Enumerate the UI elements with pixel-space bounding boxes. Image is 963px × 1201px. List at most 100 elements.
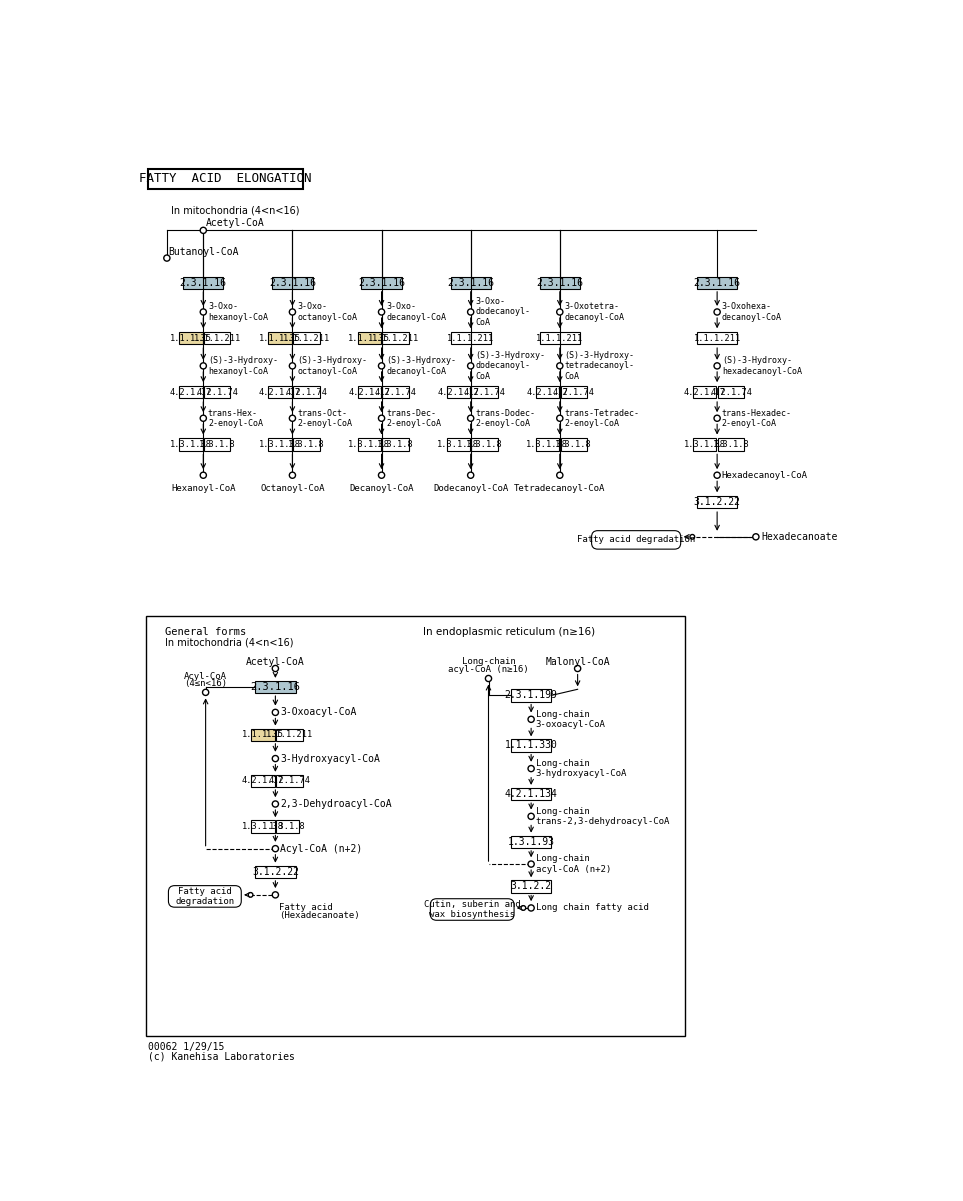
Circle shape xyxy=(557,309,563,315)
Text: 1.3.1.8: 1.3.1.8 xyxy=(713,440,749,449)
Text: 1.3.1.8: 1.3.1.8 xyxy=(199,440,236,449)
Text: 3-Oxo-
decanoyl-CoA: 3-Oxo- decanoyl-CoA xyxy=(386,303,446,322)
Text: (S)-3-Hydroxy-
dodecanoyl-
CoA: (S)-3-Hydroxy- dodecanoyl- CoA xyxy=(476,351,545,381)
Circle shape xyxy=(557,363,563,369)
Circle shape xyxy=(714,363,720,369)
Text: (S)-3-Hydroxy-
octanoyl-CoA: (S)-3-Hydroxy- octanoyl-CoA xyxy=(297,357,367,376)
Circle shape xyxy=(557,472,563,478)
Text: 3.1.2.22: 3.1.2.22 xyxy=(693,497,741,507)
FancyBboxPatch shape xyxy=(183,276,223,289)
Text: 2.3.1.199: 2.3.1.199 xyxy=(505,691,558,700)
Circle shape xyxy=(273,801,278,807)
Text: 1.3.1.38: 1.3.1.38 xyxy=(259,440,301,449)
FancyBboxPatch shape xyxy=(179,438,202,450)
Circle shape xyxy=(273,846,278,852)
FancyBboxPatch shape xyxy=(251,729,274,741)
Text: 4.2.1.17: 4.2.1.17 xyxy=(527,388,568,396)
Text: 1.1.1.35: 1.1.1.35 xyxy=(169,334,212,342)
Circle shape xyxy=(753,533,759,540)
Text: (S)-3-Hydroxy-
tetradecanoyl-
CoA: (S)-3-Hydroxy- tetradecanoyl- CoA xyxy=(564,351,635,381)
FancyBboxPatch shape xyxy=(179,386,202,399)
Text: Octanoyl-CoA: Octanoyl-CoA xyxy=(260,484,325,492)
FancyBboxPatch shape xyxy=(560,438,586,450)
FancyBboxPatch shape xyxy=(204,386,230,399)
Text: 1.1.1.35: 1.1.1.35 xyxy=(349,334,390,342)
Circle shape xyxy=(714,309,720,315)
Text: 3-Oxohexa-
decanoyl-CoA: 3-Oxohexa- decanoyl-CoA xyxy=(722,303,782,322)
Text: 1.3.1.8: 1.3.1.8 xyxy=(288,440,325,449)
Text: 4.2.1.17: 4.2.1.17 xyxy=(242,776,284,785)
FancyBboxPatch shape xyxy=(511,689,551,701)
FancyBboxPatch shape xyxy=(293,386,320,399)
Text: 1.1.1.35: 1.1.1.35 xyxy=(259,334,301,342)
FancyBboxPatch shape xyxy=(697,331,738,345)
Circle shape xyxy=(714,416,720,422)
Text: Acyl-CoA: Acyl-CoA xyxy=(184,671,227,681)
FancyBboxPatch shape xyxy=(430,898,514,920)
FancyBboxPatch shape xyxy=(204,438,230,450)
Text: 3-Oxo-
octanoyl-CoA: 3-Oxo- octanoyl-CoA xyxy=(297,303,357,322)
Text: 1.1.1.35: 1.1.1.35 xyxy=(242,730,284,739)
Circle shape xyxy=(289,472,296,478)
Circle shape xyxy=(378,472,384,478)
FancyBboxPatch shape xyxy=(269,331,292,345)
FancyBboxPatch shape xyxy=(357,386,380,399)
Text: 1.1.1.211: 1.1.1.211 xyxy=(194,334,241,342)
Text: 2.3.1.16: 2.3.1.16 xyxy=(693,277,741,288)
Text: 2.3.1.16: 2.3.1.16 xyxy=(536,277,584,288)
FancyBboxPatch shape xyxy=(451,276,491,289)
Text: 4.2.1.74: 4.2.1.74 xyxy=(285,388,327,396)
Text: 1.3.1.38: 1.3.1.38 xyxy=(527,440,568,449)
FancyBboxPatch shape xyxy=(251,820,274,832)
Text: (S)-3-Hydroxy-
hexadecanoyl-CoA: (S)-3-Hydroxy- hexadecanoyl-CoA xyxy=(722,357,802,376)
FancyBboxPatch shape xyxy=(511,740,551,752)
Text: Malonyl-CoA: Malonyl-CoA xyxy=(545,657,610,667)
Text: (Hexadecanoate): (Hexadecanoate) xyxy=(279,912,360,920)
Circle shape xyxy=(378,309,384,315)
FancyBboxPatch shape xyxy=(697,276,738,289)
Text: 1.3.1.38: 1.3.1.38 xyxy=(684,440,726,449)
Circle shape xyxy=(289,309,296,315)
Text: 1.3.1.93: 1.3.1.93 xyxy=(508,837,555,847)
Text: 1.1.1.211: 1.1.1.211 xyxy=(283,334,330,342)
Circle shape xyxy=(528,765,534,772)
Circle shape xyxy=(202,689,209,695)
Text: Acetyl-CoA: Acetyl-CoA xyxy=(246,657,304,667)
Text: 1.1.1.330: 1.1.1.330 xyxy=(505,741,558,751)
Text: 3-Oxotetra-
decanoyl-CoA: 3-Oxotetra- decanoyl-CoA xyxy=(564,303,624,322)
FancyBboxPatch shape xyxy=(169,885,242,907)
Text: trans-Dodec-
2-enoyl-CoA: trans-Dodec- 2-enoyl-CoA xyxy=(476,408,535,428)
Text: 4.2.1.74: 4.2.1.74 xyxy=(710,388,752,396)
Text: Dodecanoyl-CoA: Dodecanoyl-CoA xyxy=(433,484,508,492)
Text: trans-Oct-
2-enoyl-CoA: trans-Oct- 2-enoyl-CoA xyxy=(297,408,352,428)
Text: Decanoyl-CoA: Decanoyl-CoA xyxy=(350,484,414,492)
FancyBboxPatch shape xyxy=(147,169,302,189)
FancyBboxPatch shape xyxy=(511,788,551,800)
Text: 1.1.1.211: 1.1.1.211 xyxy=(266,730,313,739)
FancyBboxPatch shape xyxy=(204,331,230,345)
FancyBboxPatch shape xyxy=(382,386,408,399)
Text: 3-Oxo-
dodecanoyl-
CoA: 3-Oxo- dodecanoyl- CoA xyxy=(476,297,531,327)
Text: In mitochondria (4<n<16): In mitochondria (4<n<16) xyxy=(165,638,293,647)
Text: Acyl-CoA (n+2): Acyl-CoA (n+2) xyxy=(280,843,362,854)
FancyBboxPatch shape xyxy=(511,880,551,892)
FancyBboxPatch shape xyxy=(255,866,296,878)
Text: 4.2.1.17: 4.2.1.17 xyxy=(259,388,301,396)
Circle shape xyxy=(690,534,694,539)
FancyBboxPatch shape xyxy=(472,438,498,450)
FancyBboxPatch shape xyxy=(717,386,744,399)
Text: In mitochondria (4<n<16): In mitochondria (4<n<16) xyxy=(170,205,299,215)
Circle shape xyxy=(575,665,581,671)
FancyBboxPatch shape xyxy=(539,331,580,345)
Text: 4.2.1.17: 4.2.1.17 xyxy=(437,388,480,396)
Text: 4.2.1.17: 4.2.1.17 xyxy=(349,388,390,396)
Text: 4.2.1.74: 4.2.1.74 xyxy=(463,388,506,396)
FancyBboxPatch shape xyxy=(382,438,408,450)
Text: trans-Hex-
2-enoyl-CoA: trans-Hex- 2-enoyl-CoA xyxy=(208,408,263,428)
Text: (S)-3-Hydroxy-
hexanoyl-CoA: (S)-3-Hydroxy- hexanoyl-CoA xyxy=(208,357,278,376)
Text: 1.3.1.8: 1.3.1.8 xyxy=(270,821,306,831)
Circle shape xyxy=(273,665,278,671)
Text: 1.1.1.211: 1.1.1.211 xyxy=(536,334,584,342)
Text: Long-chain: Long-chain xyxy=(461,657,515,667)
FancyBboxPatch shape xyxy=(293,438,320,450)
